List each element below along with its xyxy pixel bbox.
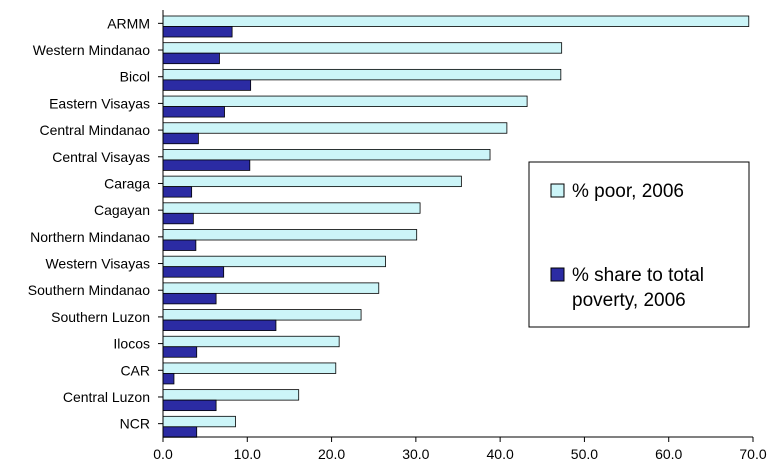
- bar-poor-southern-luzon: [162, 309, 362, 321]
- x-tick-label: 40.0: [487, 446, 514, 462]
- bar-poor-ilocos: [162, 335, 340, 348]
- legend-label-share-line1: % share to total: [572, 265, 704, 286]
- bar-share-ncr: [162, 426, 198, 438]
- legend-swatch-share: [550, 267, 565, 282]
- bar-share-southern-luzon: [162, 319, 277, 331]
- bar-share-central-mindanao: [162, 132, 199, 145]
- bar-poor-central-mindanao: [162, 122, 508, 134]
- category-label-eastern-visayas: Eastern Visayas: [49, 95, 150, 111]
- x-tick-label: 60.0: [655, 446, 682, 462]
- category-label-car: CAR: [120, 362, 150, 378]
- category-label-central-luzon: Central Luzon: [63, 389, 150, 405]
- x-tick-label: 0.0: [153, 446, 173, 462]
- category-label-armm: ARMM: [107, 15, 150, 31]
- bar-poor-southern-mindanao: [162, 282, 380, 294]
- category-label-western-visayas: Western Visayas: [45, 256, 150, 272]
- bar-share-central-visayas: [162, 159, 251, 171]
- legend: % poor, 2006 % share to total poverty, 2…: [528, 161, 750, 328]
- bar-share-armm: [162, 26, 233, 38]
- category-label-caraga: Caraga: [104, 175, 150, 191]
- legend-label-share: % share to total poverty, 2006: [572, 265, 709, 311]
- legend-label-share-line2: poverty, 2006: [572, 290, 686, 311]
- bar-poor-ncr: [162, 415, 236, 428]
- category-labels: ARMM Western Mindanao Bicol Eastern Visayas…: [28, 15, 150, 431]
- category-label-northern-mindanao: Northern Mindanao: [30, 229, 150, 245]
- legend-box: [528, 161, 750, 328]
- bar-poor-cagayan: [162, 202, 421, 214]
- bar-share-central-luzon: [162, 399, 217, 412]
- bar-share-western-mindanao: [162, 52, 220, 65]
- category-label-ilocos: Ilocos: [113, 336, 150, 352]
- bar-poor-car: [162, 362, 337, 374]
- x-tick-label: 30.0: [402, 446, 429, 462]
- bar-share-ilocos: [162, 346, 198, 358]
- bar-poor-eastern-visayas: [162, 95, 528, 107]
- bar-poor-western-visayas: [162, 255, 386, 268]
- category-label-ncr: NCR: [120, 416, 150, 432]
- bar-share-northern-mindanao: [162, 239, 197, 251]
- bar-poor-central-visayas: [162, 149, 491, 161]
- category-label-southern-luzon: Southern Luzon: [51, 309, 150, 325]
- category-label-bicol: Bicol: [120, 69, 150, 85]
- bar-share-cagayan: [162, 212, 194, 225]
- bar-share-bicol: [162, 79, 252, 91]
- bar-poor-northern-mindanao: [162, 229, 418, 241]
- bar-share-southern-mindanao: [162, 292, 217, 305]
- x-tick-label: 20.0: [318, 446, 345, 462]
- legend-swatch-poor: [550, 183, 565, 198]
- category-label-central-mindanao: Central Mindanao: [39, 122, 150, 138]
- x-tick-label: 50.0: [571, 446, 598, 462]
- category-label-cagayan: Cagayan: [94, 202, 150, 218]
- tick-labels: 0.0 10.0 20.0 30.0 40.0 50.0 60.0 70.0: [153, 446, 767, 462]
- bar-share-car: [162, 373, 175, 385]
- axes-layer: [158, 10, 754, 442]
- bars-layer: [162, 15, 750, 438]
- bar-poor-central-luzon: [162, 389, 300, 401]
- legend-label-poor: % poor, 2006: [572, 181, 684, 202]
- bar-poor-bicol: [162, 68, 562, 81]
- bar-share-caraga: [162, 186, 193, 198]
- bar-poor-western-mindanao: [162, 42, 563, 54]
- x-tick-label: 10.0: [234, 446, 261, 462]
- category-label-central-visayas: Central Visayas: [52, 149, 150, 165]
- bar-share-eastern-visayas: [162, 106, 225, 118]
- category-label-western-mindanao: Western Mindanao: [33, 42, 150, 58]
- bar-share-western-visayas: [162, 266, 225, 278]
- bar-poor-armm: [162, 15, 750, 27]
- category-label-southern-mindanao: Southern Mindanao: [28, 282, 150, 298]
- x-tick-label: 70.0: [739, 446, 766, 462]
- bar-poor-caraga: [162, 175, 462, 188]
